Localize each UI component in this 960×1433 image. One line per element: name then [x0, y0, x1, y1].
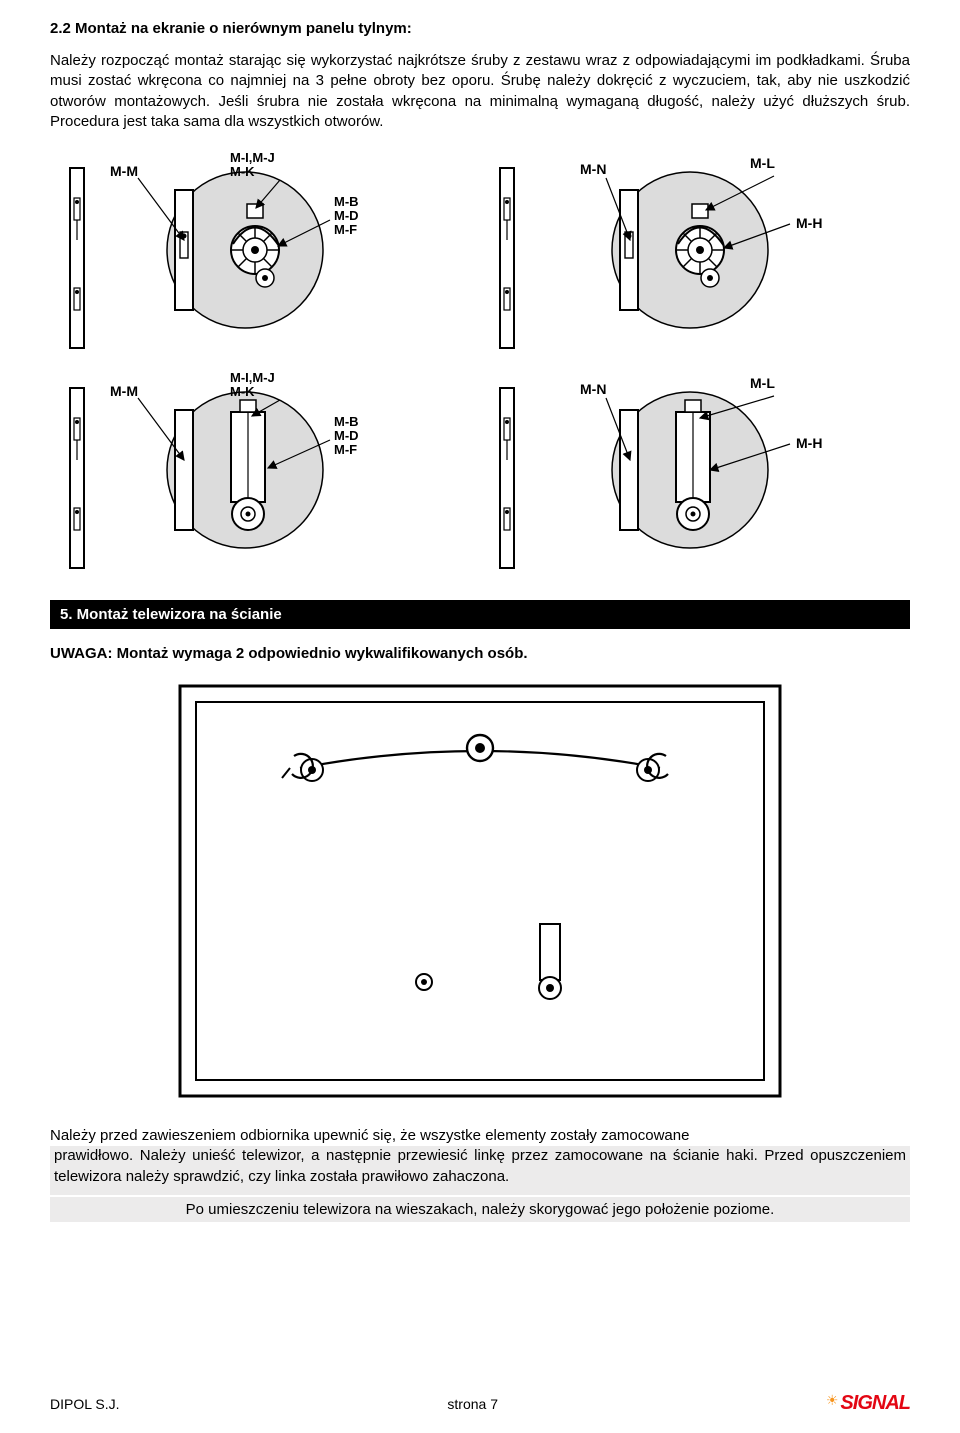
label-mbdf-1a: M-B	[334, 194, 359, 209]
label-mn-1: M-N	[580, 161, 606, 177]
label-mbdf-2b: M-D	[334, 428, 359, 443]
mounting-diagram: M-M M-I,M-J M-K M-B M-D M-F M-N M-L M-H …	[50, 150, 910, 580]
caption-highlight: prawidłowo. Należy unieść telewizor, a n…	[50, 1146, 910, 1195]
tv-mount-illustration	[170, 676, 790, 1106]
label-mbdf-2a: M-B	[334, 414, 359, 429]
label-ml-2: M-L	[750, 375, 775, 391]
label-ml-1: M-L	[750, 155, 775, 171]
label-mh-1: M-H	[796, 215, 822, 231]
label-mijk-1a: M-I,M-J	[230, 150, 275, 165]
caption-center: Po umieszczeniu telewizora na wieszakach…	[50, 1197, 910, 1222]
caption-plain: Należy przed zawieszeniem odbiornika upe…	[50, 1126, 910, 1146]
page-footer: DIPOL S.J. strona 7 ☀ SIGNAL	[50, 1392, 910, 1415]
label-mbdf-1b: M-D	[334, 208, 359, 223]
sun-icon: ☀	[826, 1393, 839, 1407]
label-mijk-2a: M-I,M-J	[230, 370, 275, 385]
label-mm-2: M-M	[110, 383, 138, 399]
signal-logo: ☀ SIGNAL	[826, 1392, 910, 1415]
footer-left: DIPOL S.J.	[50, 1396, 120, 1412]
label-mbdf-1c: M-F	[334, 222, 357, 237]
logo-text: SIGNAL	[840, 1392, 910, 1415]
label-mh-2: M-H	[796, 435, 822, 451]
section-5-warning: UWAGA: Montaż wymaga 2 odpowiednio wykwa…	[50, 645, 910, 662]
footer-center: strona 7	[447, 1396, 498, 1412]
label-mbdf-2c: M-F	[334, 442, 357, 457]
section-2-2-title: 2.2 Montaż na ekranie o nierównym panelu…	[50, 20, 910, 37]
section-5-bar: 5. Montaż telewizora na ścianie	[50, 600, 910, 629]
label-mn-2: M-N	[580, 381, 606, 397]
label-mm-1: M-M	[110, 163, 138, 179]
section-2-2-body: Należy rozpocząć montaż starając się wyk…	[50, 51, 910, 132]
label-mijk-1b: M-K	[230, 164, 255, 179]
label-mijk-2b: M-K	[230, 384, 255, 399]
